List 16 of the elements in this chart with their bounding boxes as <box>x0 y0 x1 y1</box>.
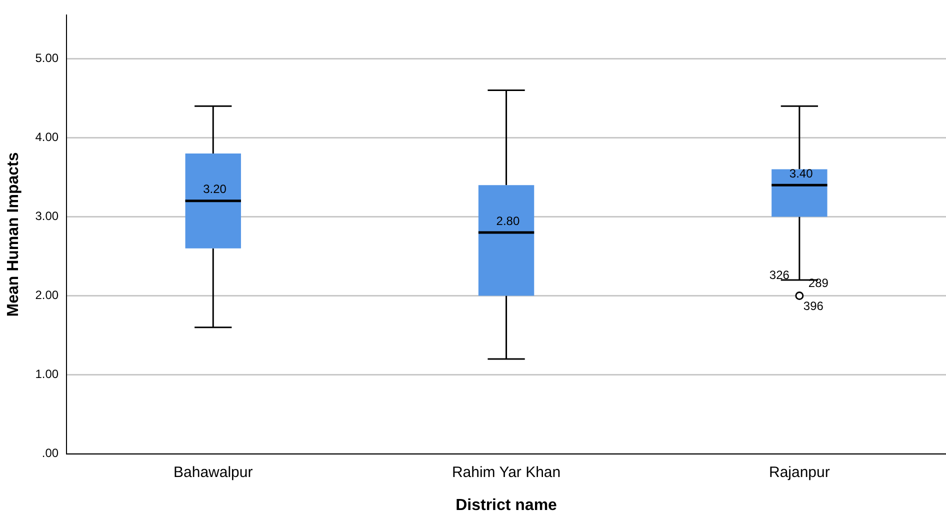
y-tick-label: 5.00 <box>35 50 59 65</box>
y-tick-label: 2.00 <box>35 288 59 302</box>
y-tick-label: 3.00 <box>35 209 59 224</box>
x-tick-label: Rahim Yar Khan <box>452 464 561 481</box>
annotation: 326 <box>769 268 790 282</box>
annotation: 396 <box>803 299 824 314</box>
annotation: 3.40 <box>789 166 814 180</box>
x-tick-label: Rajanpur <box>768 464 830 481</box>
x-axis-title: District name <box>456 496 558 514</box>
annotation: 2.80 <box>496 214 520 228</box>
y-tick-label: 1.00 <box>35 367 59 382</box>
y-tick-label: .00 <box>42 446 59 460</box>
y-tick-label: 4.00 <box>35 130 59 144</box>
x-tick-label: Bahawalpur <box>174 464 253 481</box>
annotation: 3.20 <box>203 182 227 196</box>
y-axis-title: Mean Human Impacts <box>5 152 22 317</box>
